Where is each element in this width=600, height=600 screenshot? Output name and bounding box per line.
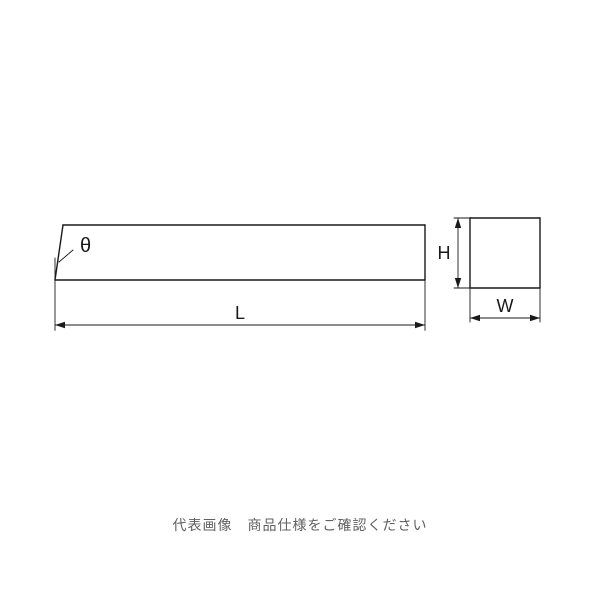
svg-text:θ: θ: [80, 235, 91, 257]
diagram-stage: θ L H W 代表画像 商品仕様をご確認ください: [0, 0, 600, 600]
diagram-svg: θ L H W: [0, 0, 600, 600]
svg-text:H: H: [438, 243, 451, 263]
svg-text:W: W: [497, 296, 514, 316]
caption-text: 代表画像 商品仕様をご確認ください: [0, 515, 600, 535]
svg-text:L: L: [235, 303, 245, 323]
